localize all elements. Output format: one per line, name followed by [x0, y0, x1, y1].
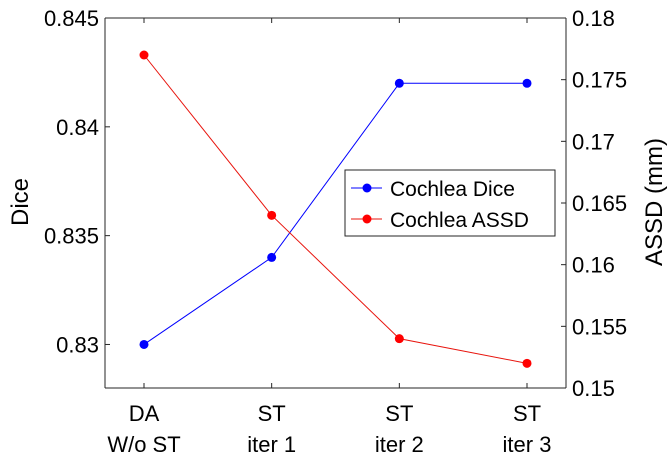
x-tick-label-line1: ST [258, 401, 286, 426]
legend-label-cochlea-assd: Cochlea ASSD [390, 209, 529, 232]
series-layer [139, 50, 532, 368]
cochlea-dice-point [139, 339, 149, 349]
legend-box [344, 169, 556, 237]
legend-marker-cochlea-dice [362, 183, 372, 193]
x-tick-label-line1: ST [513, 401, 541, 426]
right-tick-label: 0.18 [572, 6, 615, 31]
right-y-axis: 0.15 0.155 0.16 0.165 0.17 0.175 0.18 [561, 6, 627, 401]
cochlea-dice-line [143, 82, 527, 345]
legend[interactable]: Cochlea Dice Cochlea ASSD [344, 169, 556, 237]
x-axis: DA W/o ST ST iter 1 ST iter 2 ST iter 3 [107, 18, 551, 457]
x-tick-label-line2: W/o ST [107, 432, 180, 457]
cochlea-assd-point [267, 210, 277, 220]
right-axis-title: ASSD (mm) [641, 138, 668, 266]
x-tick-label-line1: ST [385, 401, 413, 426]
left-axis-title: Dice [7, 178, 34, 226]
left-tick-label: 0.84 [56, 115, 99, 140]
legend-label-cochlea-dice: Cochlea Dice [390, 178, 515, 201]
x-tick-label-line2: iter 3 [503, 432, 552, 457]
x-tick-label-line2: iter 2 [375, 432, 424, 457]
left-y-axis: 0.83 0.835 0.84 0.845 [44, 6, 110, 357]
right-tick-label: 0.17 [572, 129, 615, 154]
left-tick-label: 0.845 [44, 6, 99, 31]
left-tick-label: 0.835 [44, 224, 99, 249]
right-tick-label: 0.175 [572, 68, 627, 93]
legend-marker-cochlea-assd [362, 214, 372, 224]
x-tick-label-line2: iter 1 [247, 432, 296, 457]
cochlea-dice-point [522, 78, 532, 88]
right-tick-label: 0.155 [572, 314, 627, 339]
left-tick-label: 0.83 [56, 332, 99, 357]
right-tick-label: 0.16 [572, 253, 615, 278]
right-tick-label: 0.15 [572, 376, 615, 401]
cochlea-assd-point [139, 50, 149, 60]
cochlea-assd-point [522, 358, 532, 368]
x-tick-label-line1: DA [129, 401, 160, 426]
cochlea-assd-line [143, 54, 528, 364]
right-tick-label: 0.165 [572, 191, 627, 216]
cochlea-dice-point [394, 78, 404, 88]
cochlea-dice-point [267, 252, 277, 262]
cochlea-assd-point [394, 334, 404, 344]
